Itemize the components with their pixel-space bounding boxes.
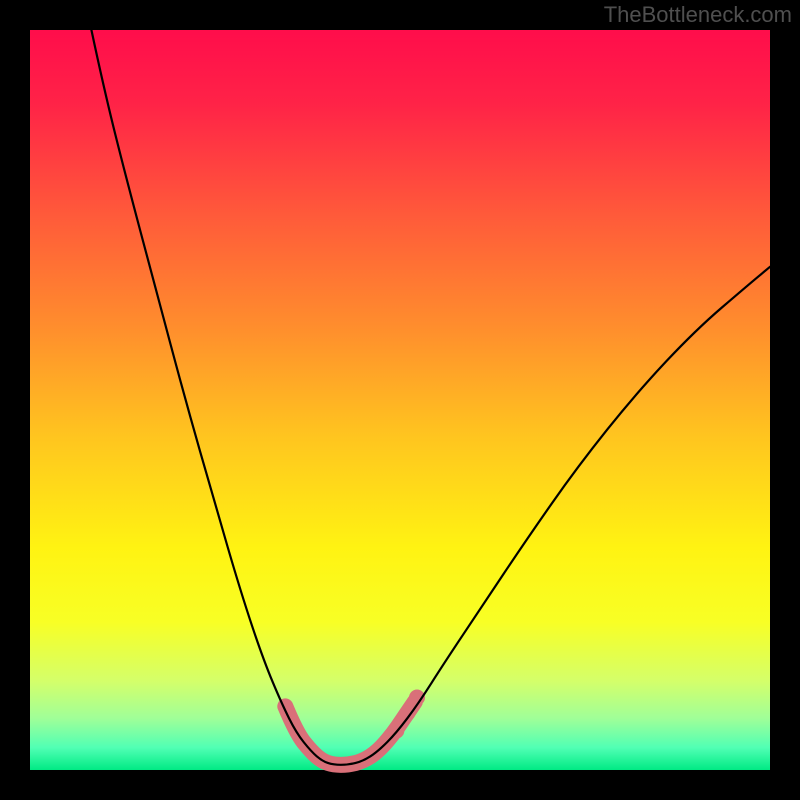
watermark-text: TheBottleneck.com [604, 2, 792, 28]
chart-container: TheBottleneck.com [0, 0, 800, 800]
bottleneck-chart [0, 0, 800, 800]
